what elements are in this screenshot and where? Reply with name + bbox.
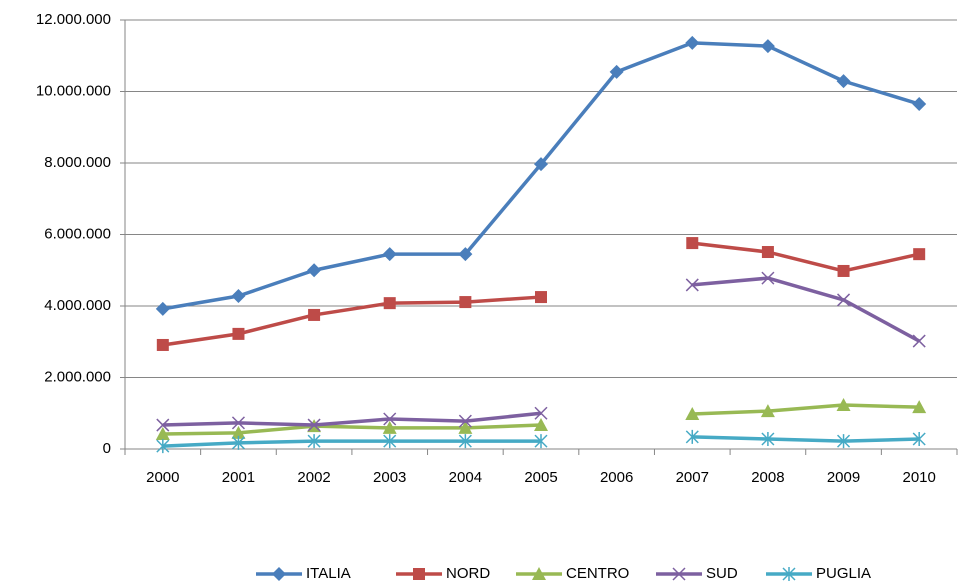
legend-marker: [272, 567, 286, 581]
marker: [231, 425, 246, 439]
marker: [685, 278, 699, 292]
x-tick-label: 2002: [297, 469, 330, 486]
marker: [382, 247, 397, 262]
marker: [685, 406, 700, 420]
marker: [534, 418, 548, 432]
marker: [761, 271, 775, 285]
marker: [231, 288, 246, 303]
marker: [760, 404, 775, 418]
marker: [837, 264, 850, 277]
y-tick-label: 12.000.000: [36, 11, 111, 28]
x-tick-label: 2005: [524, 469, 557, 486]
legend-marker: [413, 568, 425, 580]
y-tick-label: 2.000.000: [44, 368, 111, 385]
marker: [155, 301, 170, 316]
marker: [156, 439, 170, 454]
series-line: [162, 241, 920, 347]
marker: [836, 398, 851, 412]
marker: [383, 412, 397, 426]
marker: [912, 400, 927, 414]
marker: [156, 418, 170, 432]
marker: [307, 263, 322, 278]
marker: [760, 39, 775, 54]
marker: [534, 406, 548, 420]
legend-marker: [782, 567, 796, 581]
x-tick-label: 2001: [222, 469, 255, 486]
marker: [156, 338, 169, 351]
marker: [382, 420, 397, 434]
legend-marker: [672, 567, 686, 581]
series-line: [162, 435, 920, 448]
marker: [761, 246, 774, 259]
x-tick-label: 2009: [827, 469, 860, 486]
marker: [837, 293, 851, 307]
marker: [912, 334, 926, 348]
legend-label: SUD: [706, 565, 738, 582]
marker: [535, 291, 547, 304]
legend-label: NORD: [446, 565, 490, 582]
marker: [685, 429, 699, 444]
y-tick-label: 10.000.000: [36, 82, 111, 99]
marker: [458, 414, 472, 428]
legend-label: ITALIA: [306, 565, 351, 582]
marker: [383, 297, 396, 310]
y-tick-label: 0: [103, 440, 111, 457]
x-tick-label: 2003: [373, 469, 406, 486]
marker: [307, 434, 321, 449]
y-tick-label: 6.000.000: [44, 225, 111, 242]
marker: [685, 35, 700, 50]
marker: [458, 420, 473, 434]
series-line: [162, 276, 921, 427]
marker: [534, 157, 548, 172]
marker: [383, 434, 397, 449]
marker: [155, 426, 170, 440]
marker: [232, 327, 245, 340]
marker: [912, 97, 927, 112]
marker: [837, 434, 851, 449]
marker: [609, 64, 624, 79]
marker: [686, 237, 699, 250]
x-tick-label: 2008: [751, 469, 784, 486]
marker: [912, 431, 926, 446]
marker: [307, 418, 321, 432]
x-tick-label: 2010: [902, 469, 935, 486]
legend-marker: [532, 567, 546, 580]
marker: [913, 248, 926, 261]
marker: [231, 416, 245, 430]
x-tick-label: 2006: [600, 469, 633, 486]
y-tick-label: 4.000.000: [44, 297, 111, 314]
marker: [308, 308, 321, 321]
legend-label: PUGLIA: [816, 565, 871, 582]
marker: [836, 74, 851, 89]
x-tick-label: 2004: [449, 469, 482, 486]
x-tick-label: 2007: [676, 469, 709, 486]
marker: [458, 434, 472, 449]
series-line: [162, 403, 920, 436]
x-tick-label: 2000: [146, 469, 179, 486]
legend-label: CENTRO: [566, 565, 629, 582]
marker: [458, 247, 473, 262]
marker: [534, 434, 548, 449]
marker: [459, 296, 472, 309]
marker: [761, 431, 775, 446]
marker: [231, 435, 245, 450]
y-tick-label: 8.000.000: [44, 154, 111, 171]
series-line: [162, 41, 920, 311]
